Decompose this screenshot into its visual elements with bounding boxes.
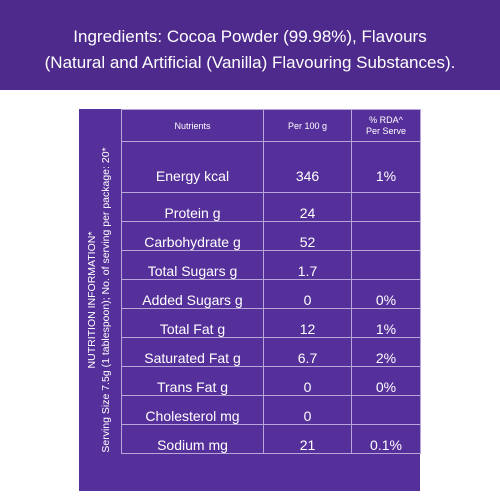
- nutrient-name: Total Fat g: [121, 308, 264, 338]
- header-nutrients: Nutrients: [121, 109, 264, 142]
- nutrient-per-100g: 24: [263, 192, 352, 222]
- nutrient-rda: [351, 395, 421, 425]
- table-row: Sodium mg 21 0.1%: [121, 424, 421, 454]
- nutrient-rda: [351, 192, 421, 222]
- nutrition-table: Nutrients Per 100 g % RDA^ Per Serve Ene…: [121, 109, 421, 454]
- nutrient-name: Energy kcal: [121, 141, 264, 193]
- nutrient-per-100g: 21: [263, 424, 352, 454]
- side-caption-title: NUTRITION INFORMATION*: [86, 231, 98, 369]
- nutrition-side-caption: NUTRITION INFORMATION* Serving Size 7.5g…: [79, 109, 119, 491]
- nutrient-per-100g: 52: [263, 221, 352, 251]
- ingredients-banner: Ingredients: Cocoa Powder (99.98%), Flav…: [0, 0, 500, 90]
- nutrient-name: Protein g: [121, 192, 264, 222]
- nutrient-name: Sodium mg: [121, 424, 264, 454]
- nutrient-per-100g: 346: [263, 141, 352, 193]
- header-rda: % RDA^ Per Serve: [351, 109, 421, 142]
- table-header-row: Nutrients Per 100 g % RDA^ Per Serve: [121, 109, 421, 142]
- table-row: Saturated Fat g 6.7 2%: [121, 337, 421, 367]
- header-per-100g: Per 100 g: [263, 109, 352, 142]
- side-caption-text: NUTRITION INFORMATION* Serving Size 7.5g…: [79, 109, 119, 491]
- table-row: Cholesterol mg 0: [121, 395, 421, 425]
- ingredients-line-1: Ingredients: Cocoa Powder (99.98%), Flav…: [73, 27, 427, 46]
- nutrient-per-100g: 6.7: [263, 337, 352, 367]
- side-caption-serving: Serving Size 7.5g (1 tablespoon); No. of…: [100, 147, 112, 453]
- table-body: Energy kcal 346 1% Protein g 24 Carbohydrate …: [121, 141, 421, 454]
- table-row: Total Fat g 12 1%: [121, 308, 421, 338]
- nutrient-per-100g: 0: [263, 366, 352, 396]
- nutrient-rda: 0.1%: [351, 424, 421, 454]
- nutrient-rda: [351, 221, 421, 251]
- nutrient-name: Added Sugars g: [121, 279, 264, 309]
- nutrient-name: Trans Fat g: [121, 366, 264, 396]
- nutrient-name: Carbohydrate g: [121, 221, 264, 251]
- nutrient-per-100g: 0: [263, 395, 352, 425]
- nutrient-name: Saturated Fat g: [121, 337, 264, 367]
- nutrient-rda: 0%: [351, 279, 421, 309]
- nutrient-rda: 0%: [351, 366, 421, 396]
- nutrient-rda: 2%: [351, 337, 421, 367]
- nutrient-rda: 1%: [351, 141, 421, 193]
- nutrient-rda: 1%: [351, 308, 421, 338]
- table-row: Energy kcal 346 1%: [121, 141, 421, 193]
- nutrient-name: Total Sugars g: [121, 250, 264, 280]
- ingredients-line-2: (Natural and Artificial (Vanilla) Flavou…: [44, 53, 456, 72]
- header-rda-line-2: Per Serve: [365, 125, 407, 136]
- table-row: Added Sugars g 0 0%: [121, 279, 421, 309]
- table-row: Protein g 24: [121, 192, 421, 222]
- nutrient-per-100g: 1.7: [263, 250, 352, 280]
- nutrient-per-100g: 0: [263, 279, 352, 309]
- header-rda-line-1: % RDA^: [369, 114, 403, 125]
- nutrient-name: Cholesterol mg: [121, 395, 264, 425]
- table-row: Trans Fat g 0 0%: [121, 366, 421, 396]
- table-row: Total Sugars g 1.7: [121, 250, 421, 280]
- table-row: Carbohydrate g 52: [121, 221, 421, 251]
- nutrient-rda: [351, 250, 421, 280]
- nutrient-per-100g: 12: [263, 308, 352, 338]
